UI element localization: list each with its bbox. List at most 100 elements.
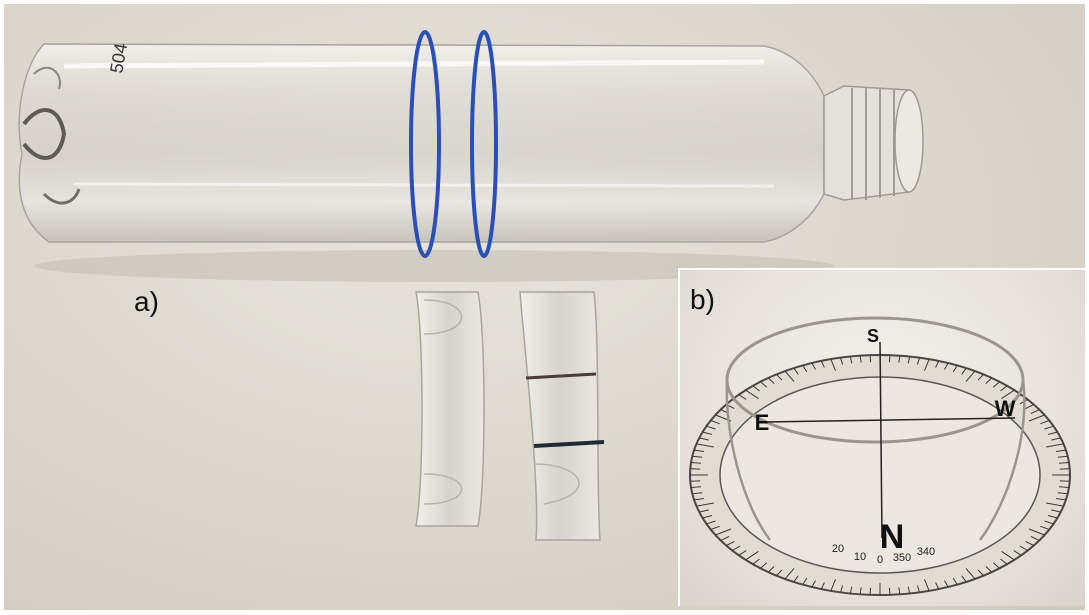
compass-west: W — [995, 396, 1016, 421]
protractor-tick — [802, 577, 808, 585]
bottle-ring-sides — [725, 379, 1026, 541]
compass-horizontal-line — [763, 417, 1016, 423]
degree-label: 20 — [832, 543, 844, 555]
protractor-tick — [916, 585, 920, 593]
protractor-tick — [793, 367, 799, 375]
protractor-tick — [1040, 525, 1050, 530]
panel-b-illustration: N S E W 20 10 0 350 340 — [689, 316, 1071, 596]
degree-label: 350 — [893, 552, 911, 564]
protractor-tick — [784, 370, 795, 382]
protractor-tick — [1047, 515, 1058, 519]
protractor-tick — [1046, 443, 1064, 448]
cut-line-1 — [409, 30, 441, 258]
protractor-tick — [859, 355, 862, 363]
degree-label: 0 — [877, 554, 883, 566]
protractor-tick — [820, 360, 825, 368]
protractor-tick — [767, 377, 775, 384]
panel-b-photo: N S E W 20 10 0 350 340 b) — [678, 268, 1085, 606]
protractor-tick — [898, 355, 901, 363]
protractor-tick — [702, 515, 713, 519]
protractor-tick — [692, 455, 703, 458]
protractor-tick — [710, 525, 720, 530]
protractor-tick — [699, 437, 709, 441]
compass-east: E — [755, 410, 770, 435]
protractor-tick — [1013, 550, 1022, 556]
protractor-tick — [767, 566, 775, 573]
degree-label: 340 — [917, 546, 935, 558]
compass-vertical-line — [879, 341, 883, 539]
cut-ring-1 — [415, 291, 485, 527]
protractor-tick — [706, 425, 716, 430]
protractor-tick — [802, 365, 808, 373]
protractor-tick — [1047, 431, 1058, 435]
protractor-tick — [1046, 502, 1064, 507]
protractor-tick — [924, 358, 930, 371]
protractor-tick — [1000, 558, 1008, 565]
protractor-tick — [840, 585, 844, 593]
protractor-tick — [1044, 425, 1054, 430]
protractor-tick — [888, 587, 891, 595]
protractor-tick — [1001, 550, 1015, 561]
protractor-tick — [952, 577, 958, 585]
protractor-tick — [907, 356, 911, 364]
protractor-tick — [1058, 486, 1070, 488]
protractor-tick — [985, 377, 993, 384]
protractor-tick — [1056, 498, 1066, 501]
protractor-tick — [710, 420, 720, 425]
protractor-tick — [830, 579, 836, 592]
protractor-tick — [1030, 536, 1040, 541]
protractor-tick — [849, 356, 853, 364]
protractor-tick — [1025, 404, 1034, 410]
degree-label: 10 — [854, 551, 866, 563]
protractor-tick — [916, 357, 920, 365]
protractor-tick — [1040, 420, 1050, 425]
protractor-tick — [830, 358, 836, 371]
protractor-tick — [961, 575, 967, 583]
protractor-tick — [696, 502, 714, 507]
protractor-tick — [965, 568, 976, 580]
bottle-threads — [851, 88, 895, 200]
protractor-tick — [692, 492, 703, 495]
protractor-tick — [752, 558, 760, 565]
protractor-tick — [760, 381, 768, 388]
protractor-tick — [977, 374, 984, 381]
protractor-tick — [992, 381, 1000, 388]
bottle-base — [22, 108, 67, 160]
protractor-tick — [738, 394, 747, 400]
protractor-tick — [715, 528, 732, 536]
protractor-tick — [840, 357, 844, 365]
protractor-tick — [760, 562, 768, 569]
protractor-tick — [935, 360, 940, 368]
protractor-tick — [859, 587, 862, 595]
protractor-tick — [696, 443, 714, 448]
protractor-tick — [699, 509, 709, 513]
protractor-tick — [694, 449, 704, 452]
protractor-tick — [898, 587, 901, 595]
protractor-tick — [706, 520, 716, 525]
protractor-tick — [776, 374, 783, 381]
protractor-tick — [738, 550, 747, 556]
protractor-tick — [690, 462, 702, 464]
protractor-tick — [965, 370, 976, 382]
protractor-tick — [961, 367, 967, 375]
protractor-tick — [732, 545, 741, 551]
protractor-tick — [869, 587, 872, 595]
protractor-tick — [752, 385, 760, 392]
protractor-tick — [776, 569, 783, 576]
protractor-tick — [944, 580, 949, 588]
protractor-tick — [977, 569, 984, 576]
protractor-tick — [888, 355, 891, 363]
protractor-tick — [1028, 528, 1045, 536]
protractor-tick — [944, 362, 949, 370]
protractor-tick — [935, 582, 940, 590]
protractor-tick — [720, 536, 730, 541]
protractor-tick — [869, 355, 872, 363]
protractor-tick — [702, 431, 713, 435]
bottle-mouth — [894, 89, 924, 193]
protractor-tick — [793, 575, 799, 583]
panel-b-label: b) — [690, 284, 715, 315]
protractor-tick — [745, 550, 759, 561]
bottle-body — [18, 43, 825, 243]
protractor-tick — [1001, 389, 1015, 400]
